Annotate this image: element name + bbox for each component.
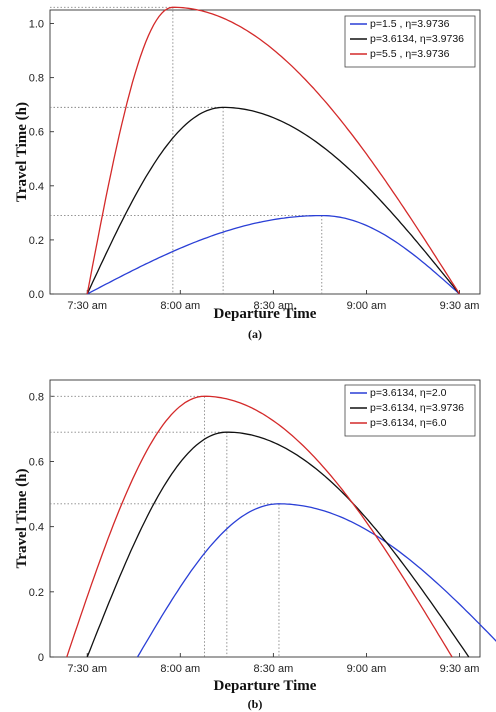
legend-label: p=3.6134, η=6.0 xyxy=(370,417,447,429)
y-tick-label: 1.0 xyxy=(29,19,44,31)
chart-panel-a: 0.0 0.2 0.4 0.6 0.8 1.0 7:30 am 8:00 am 8:30 am 9… xyxy=(14,6,481,341)
x-tick-label: 8:30 am xyxy=(254,300,294,312)
plot-frame xyxy=(49,379,481,658)
y-tick-label: 0.8 xyxy=(29,391,44,403)
series-line-0 xyxy=(136,503,496,658)
legend-label: p=3.6134, η=2.0 xyxy=(370,387,447,399)
y-axis-title: Travel Time (h) xyxy=(14,102,30,202)
chart-panel-b: 0 0.2 0.4 0.6 0.8 7:30 am 8:00 am 8:30 am 9:00 a… xyxy=(14,379,496,711)
legend-label: p=1.5 , η=3.9736 xyxy=(370,18,450,30)
plot-frame xyxy=(49,9,481,295)
x-tick-label: 9:30 am xyxy=(440,300,480,312)
y-tick-label: 0.4 xyxy=(29,181,44,193)
y-tick-label: 0.8 xyxy=(29,73,44,85)
series-line-2 xyxy=(86,6,461,295)
y-tick-label: 0.6 xyxy=(29,456,44,468)
x-tick-label: 7:30 am xyxy=(67,663,107,675)
series-line-1 xyxy=(86,106,461,295)
y-axis-title: Travel Time (h) xyxy=(14,469,30,569)
x-tick-label: 8:00 am xyxy=(160,663,200,675)
series-line-1 xyxy=(86,431,470,658)
x-tick-label: 9:00 am xyxy=(347,663,387,675)
panel-caption: (a) xyxy=(248,327,262,341)
legend-label: p=3.6134, η=3.9736 xyxy=(370,402,464,414)
x-tick-label: 8:30 am xyxy=(254,663,294,675)
legend-label: p=5.5 , η=3.9736 xyxy=(370,48,450,60)
y-tick-label: 0.0 xyxy=(29,289,44,301)
panel-caption: (b) xyxy=(248,697,263,711)
y-tick-label: 0.2 xyxy=(29,235,44,247)
y-tick-label: 0.4 xyxy=(29,522,44,534)
x-axis-title: Departure Time xyxy=(214,306,317,322)
series-line-2 xyxy=(66,395,453,658)
y-tick-label: 0.6 xyxy=(29,127,44,139)
x-tick-label: 8:00 am xyxy=(160,300,200,312)
legend-label: p=3.6134, η=3.9736 xyxy=(370,33,464,45)
x-tick-label: 9:00 am xyxy=(347,300,387,312)
x-axis-title: Departure Time xyxy=(214,678,317,694)
x-tick-label: 9:30 am xyxy=(440,663,480,675)
y-tick-label: 0 xyxy=(38,652,44,664)
series-line-0 xyxy=(86,214,460,295)
x-tick-label: 7:30 am xyxy=(67,300,107,312)
y-tick-label: 0.2 xyxy=(29,587,44,599)
